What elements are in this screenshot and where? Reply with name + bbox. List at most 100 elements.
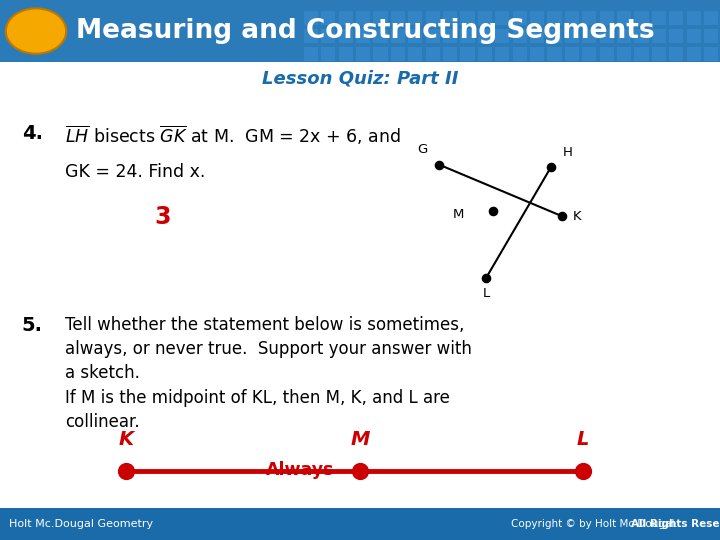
FancyBboxPatch shape	[391, 29, 405, 43]
Point	[556, 212, 567, 220]
FancyBboxPatch shape	[321, 47, 336, 60]
FancyBboxPatch shape	[391, 11, 405, 25]
Text: Tell whether the statement below is sometimes,
always, or never true.  Support y: Tell whether the statement below is some…	[65, 316, 472, 431]
Text: GK = 24. Find x.: GK = 24. Find x.	[65, 163, 205, 181]
Point	[577, 467, 589, 475]
FancyBboxPatch shape	[617, 47, 631, 60]
FancyBboxPatch shape	[704, 47, 719, 60]
Text: Lesson Quiz: Part II: Lesson Quiz: Part II	[262, 69, 458, 87]
Point	[545, 163, 557, 172]
FancyBboxPatch shape	[408, 47, 423, 60]
FancyBboxPatch shape	[443, 47, 457, 60]
FancyBboxPatch shape	[564, 29, 579, 43]
FancyBboxPatch shape	[652, 47, 666, 60]
Circle shape	[6, 8, 66, 54]
FancyBboxPatch shape	[391, 47, 405, 60]
FancyBboxPatch shape	[582, 47, 596, 60]
FancyBboxPatch shape	[426, 29, 440, 43]
Text: K: K	[573, 210, 582, 222]
FancyBboxPatch shape	[321, 29, 336, 43]
FancyBboxPatch shape	[600, 29, 614, 43]
FancyBboxPatch shape	[338, 29, 353, 43]
FancyBboxPatch shape	[513, 29, 527, 43]
FancyBboxPatch shape	[374, 11, 387, 25]
Point	[354, 467, 366, 475]
FancyBboxPatch shape	[669, 11, 683, 25]
FancyBboxPatch shape	[530, 47, 544, 60]
FancyBboxPatch shape	[687, 47, 701, 60]
FancyBboxPatch shape	[687, 11, 701, 25]
FancyBboxPatch shape	[460, 47, 474, 60]
FancyBboxPatch shape	[547, 47, 562, 60]
FancyBboxPatch shape	[495, 29, 510, 43]
FancyBboxPatch shape	[652, 11, 666, 25]
Text: $\overline{LH}$ bisects $\overline{GK}$ at M.  GM = 2x + 6, and: $\overline{LH}$ bisects $\overline{GK}$ …	[65, 124, 401, 147]
Text: L: L	[482, 287, 490, 300]
FancyBboxPatch shape	[704, 11, 719, 25]
FancyBboxPatch shape	[530, 11, 544, 25]
FancyBboxPatch shape	[338, 11, 353, 25]
FancyBboxPatch shape	[564, 47, 579, 60]
FancyBboxPatch shape	[356, 29, 370, 43]
Text: G: G	[418, 143, 428, 156]
FancyBboxPatch shape	[0, 508, 720, 540]
FancyBboxPatch shape	[513, 47, 527, 60]
FancyBboxPatch shape	[443, 29, 457, 43]
FancyBboxPatch shape	[304, 47, 318, 60]
FancyBboxPatch shape	[687, 29, 701, 43]
FancyBboxPatch shape	[547, 29, 562, 43]
FancyBboxPatch shape	[426, 11, 440, 25]
FancyBboxPatch shape	[478, 47, 492, 60]
FancyBboxPatch shape	[356, 47, 370, 60]
FancyBboxPatch shape	[426, 47, 440, 60]
FancyBboxPatch shape	[460, 11, 474, 25]
Text: K: K	[118, 430, 134, 449]
Text: H: H	[562, 146, 572, 159]
FancyBboxPatch shape	[0, 0, 720, 62]
FancyBboxPatch shape	[495, 11, 510, 25]
Text: All Rights Reserved.: All Rights Reserved.	[631, 519, 720, 529]
FancyBboxPatch shape	[582, 11, 596, 25]
FancyBboxPatch shape	[304, 11, 318, 25]
FancyBboxPatch shape	[617, 11, 631, 25]
Text: Copyright © by Holt Mc Dougal.: Copyright © by Holt Mc Dougal.	[511, 519, 678, 529]
FancyBboxPatch shape	[669, 47, 683, 60]
FancyBboxPatch shape	[669, 29, 683, 43]
Text: Measuring and Constructing Segments: Measuring and Constructing Segments	[76, 18, 654, 44]
Point	[433, 160, 445, 169]
FancyBboxPatch shape	[374, 29, 387, 43]
FancyBboxPatch shape	[582, 29, 596, 43]
Text: 3: 3	[155, 205, 171, 229]
FancyBboxPatch shape	[460, 29, 474, 43]
Point	[480, 274, 492, 282]
Point	[487, 206, 499, 215]
FancyBboxPatch shape	[495, 47, 510, 60]
Text: M: M	[453, 208, 464, 221]
Text: 4.: 4.	[22, 124, 42, 143]
Text: M: M	[351, 430, 369, 449]
FancyBboxPatch shape	[338, 47, 353, 60]
FancyBboxPatch shape	[564, 11, 579, 25]
FancyBboxPatch shape	[704, 29, 719, 43]
FancyBboxPatch shape	[634, 29, 649, 43]
FancyBboxPatch shape	[600, 47, 614, 60]
FancyBboxPatch shape	[478, 11, 492, 25]
FancyBboxPatch shape	[408, 29, 423, 43]
FancyBboxPatch shape	[374, 47, 387, 60]
FancyBboxPatch shape	[304, 29, 318, 43]
FancyBboxPatch shape	[530, 29, 544, 43]
FancyBboxPatch shape	[321, 11, 336, 25]
Text: Holt Mc.Dougal Geometry: Holt Mc.Dougal Geometry	[9, 519, 153, 529]
FancyBboxPatch shape	[443, 11, 457, 25]
FancyBboxPatch shape	[513, 11, 527, 25]
Text: L: L	[577, 430, 590, 449]
FancyBboxPatch shape	[617, 29, 631, 43]
Text: 5.: 5.	[22, 316, 42, 335]
Point	[120, 467, 132, 475]
FancyBboxPatch shape	[634, 47, 649, 60]
FancyBboxPatch shape	[652, 29, 666, 43]
FancyBboxPatch shape	[478, 29, 492, 43]
FancyBboxPatch shape	[356, 11, 370, 25]
FancyBboxPatch shape	[600, 11, 614, 25]
FancyBboxPatch shape	[547, 11, 562, 25]
